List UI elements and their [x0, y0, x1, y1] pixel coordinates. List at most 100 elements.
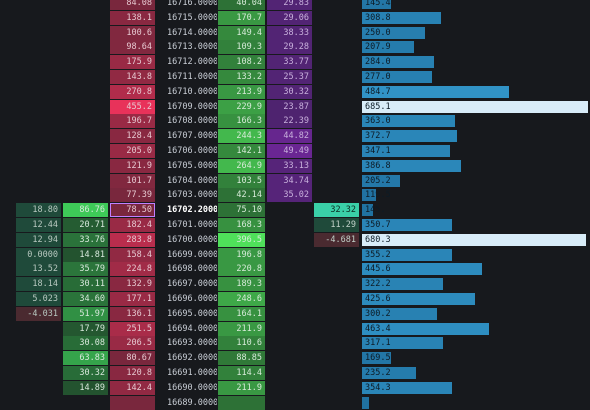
buy-volume: 75.10 — [218, 203, 265, 218]
sell-volume: 98.64 — [110, 40, 155, 55]
sell-volume: 80.67 — [110, 351, 155, 366]
ladder-row[interactable]: 12.44 20.71 182.4 16701.0000 168.3 11.29 350.7 — [0, 218, 590, 232]
price-level[interactable]: 16693.0000 — [167, 338, 217, 349]
delta-value: 49.49 — [267, 144, 312, 158]
price-level[interactable]: 16704.0000 — [167, 175, 217, 186]
ladder-row[interactable]: 455.2 16709.0000 229.9 23.87 685.1 — [0, 99, 590, 114]
price-level[interactable]: 16700.0000 — [167, 234, 217, 245]
ladder-row[interactable]: 98.64 16713.0000 109.3 29.28 207.9 — [0, 40, 590, 55]
ladder-row[interactable]: 14.89 142.4 16690.0000 211.9 354.3 — [0, 380, 590, 395]
ladder-row[interactable]: 101.7 16704.0000 103.5 34.74 205.2 — [0, 173, 590, 188]
delta-value: 38.33 — [267, 25, 312, 40]
ladder-row[interactable]: 175.9 16712.0000 108.2 33.77 284.0 — [0, 55, 590, 70]
ladder-row[interactable]: 196.7 16708.0000 166.3 22.39 363.0 — [0, 114, 590, 129]
volume-profile-bar: 308.8 — [362, 11, 442, 24]
sell-volume: 455.2 — [110, 99, 155, 114]
price-level[interactable]: 16692.0000 — [167, 353, 217, 364]
price-level[interactable]: 16706.0000 — [167, 146, 217, 156]
volume-profile-bar: 119.5 — [362, 189, 391, 202]
price-level[interactable]: 16695.0000 — [167, 308, 217, 319]
buy-volume: 42.14 — [218, 188, 265, 203]
volume-profile-bar: 463.4 — [362, 322, 489, 335]
price-level[interactable]: 16703.0000 — [167, 190, 217, 201]
delta-value: 29.28 — [267, 40, 312, 55]
price-level[interactable]: 16694.0000 — [167, 323, 217, 334]
ladder-row[interactable]: 5.023 34.60 177.1 16696.0000 248.6 425.6 — [0, 292, 590, 306]
delta-value: 29.83 — [267, 0, 312, 10]
price-level[interactable]: 16708.0000 — [167, 116, 217, 127]
ladder-row[interactable]: 63.83 80.67 16692.0000 88.85 169.5 — [0, 351, 590, 366]
volume-profile-bar: 250.0 — [362, 26, 426, 39]
sell-volume: 205.0 — [110, 144, 155, 158]
buy-volume: 211.9 — [218, 321, 265, 336]
sell-volume: 136.1 — [110, 306, 155, 321]
ladder-row[interactable]: 121.9 16705.0000 264.9 33.13 386.8 — [0, 158, 590, 173]
buy-volume: 220.8 — [218, 262, 265, 277]
price-level[interactable]: 16705.0000 — [167, 160, 217, 171]
left-volume-b: 14.81 — [63, 247, 108, 262]
price-level[interactable]: 16710.0000 — [167, 86, 217, 97]
volume-profile-bar: 680.3 — [362, 233, 586, 246]
price-level[interactable]: 16714.0000 — [167, 27, 217, 38]
buy-volume: 40.04 — [218, 0, 265, 10]
price-level[interactable]: 16715.0000 — [167, 12, 217, 23]
ladder-row[interactable]: -4.031 51.97 136.1 16695.0000 164.1 300.2 — [0, 306, 590, 321]
price-level[interactable]: 16713.0000 — [167, 42, 217, 53]
buy-volume: 189.3 — [218, 277, 265, 292]
left-volume-b: 20.71 — [63, 218, 108, 232]
price-level[interactable]: 16709.0000 — [167, 101, 217, 112]
right-volume: 32.32 — [314, 203, 359, 218]
right-volume: -4.681 — [314, 232, 359, 247]
buy-volume: 114.4 — [218, 366, 265, 380]
ladder-row[interactable]: 143.8 16711.0000 133.2 25.37 277.0 — [0, 70, 590, 84]
ladder-row[interactable]: 18.80 86.76 78.50 16702.2000 75.10 32.32 145. — [0, 203, 590, 218]
ladder-row[interactable]: 84.08 16716.0000 40.04 29.83 145.4 — [0, 0, 590, 10]
ladder-row[interactable]: 100.6 16714.0000 149.4 38.33 250.0 — [0, 25, 590, 40]
buy-volume: 149.4 — [218, 25, 265, 40]
price-level[interactable]: 16716.0000 — [167, 0, 217, 8]
volume-profile-bar: 685.1 — [362, 100, 588, 113]
price-level[interactable]: 16699.0000 — [167, 249, 217, 260]
price-level[interactable]: 16696.0000 — [167, 294, 217, 304]
buy-volume: 103.5 — [218, 173, 265, 188]
ladder-row[interactable]: 13.52 35.79 224.8 16698.0000 220.8 445.6 — [0, 262, 590, 277]
volume-profile-bar: 145.4 — [362, 0, 392, 9]
left-volume-b: 63.83 — [63, 351, 108, 366]
delta-value: 30.32 — [267, 84, 312, 99]
price-level[interactable]: 16707.0000 — [167, 131, 217, 142]
ladder-row[interactable]: 128.4 16707.0000 244.3 44.82 372.7 — [0, 129, 590, 144]
ladder-row[interactable]: 17.79 251.5 16694.0000 211.9 463.4 — [0, 321, 590, 336]
price-level[interactable]: 16698.0000 — [167, 264, 217, 275]
volume-profile-bar: 317.1 — [362, 337, 444, 350]
ladder-row[interactable]: 77.39 16703.0000 42.14 35.02 119.5 — [0, 188, 590, 203]
volume-profile-bar: 205.2 — [362, 174, 401, 187]
sell-volume: 101.7 — [110, 173, 155, 188]
delta-value: 23.87 — [267, 99, 312, 114]
sell-volume: 84.08 — [110, 0, 155, 10]
price-level[interactable]: 16690.0000 — [167, 382, 217, 393]
ladder-row[interactable]: 0.0000 14.81 158.4 16699.0000 196.8 355.2 — [0, 247, 590, 262]
left-volume-a: 18.80 — [16, 203, 61, 218]
ladder-row[interactable]: 18.14 30.11 132.9 16697.0000 189.3 322.2 — [0, 277, 590, 292]
price-level[interactable]: 16712.0000 — [167, 57, 217, 68]
right-volume: 11.29 — [314, 218, 359, 232]
sell-volume: 143.8 — [110, 70, 155, 84]
price-level[interactable]: 16711.0000 — [167, 72, 217, 82]
price-level[interactable]: 16701.0000 — [167, 220, 217, 230]
ladder-row[interactable]: 30.08 206.5 16693.0000 110.6 317.1 — [0, 336, 590, 351]
buy-volume: 88.85 — [218, 351, 265, 366]
price-level[interactable]: 16702.2000 — [167, 205, 217, 216]
ladder-row[interactable]: 270.8 16710.0000 213.9 30.32 484.7 — [0, 84, 590, 99]
ladder-row[interactable]: 205.0 16706.0000 142.1 49.49 347.1 — [0, 144, 590, 158]
ladder-row[interactable]: 12.94 33.76 283.8 16700.0000 396.5 -4.681 680.… — [0, 232, 590, 247]
ladder-row[interactable]: 138.1 16715.0000 170.7 29.06 308.8 — [0, 10, 590, 25]
ladder-row[interactable]: 30.32 120.8 16691.0000 114.4 235.2 — [0, 366, 590, 380]
price-level[interactable]: 16691.0000 — [167, 368, 217, 378]
price-level[interactable]: 16697.0000 — [167, 279, 217, 290]
buy-volume: 142.1 — [218, 144, 265, 158]
volume-profile-bar: 169.5 — [362, 352, 392, 365]
delta-value: 34.74 — [267, 173, 312, 188]
left-volume-b: 86.76 — [63, 203, 108, 218]
volume-profile-bar: 300.2 — [362, 307, 437, 320]
